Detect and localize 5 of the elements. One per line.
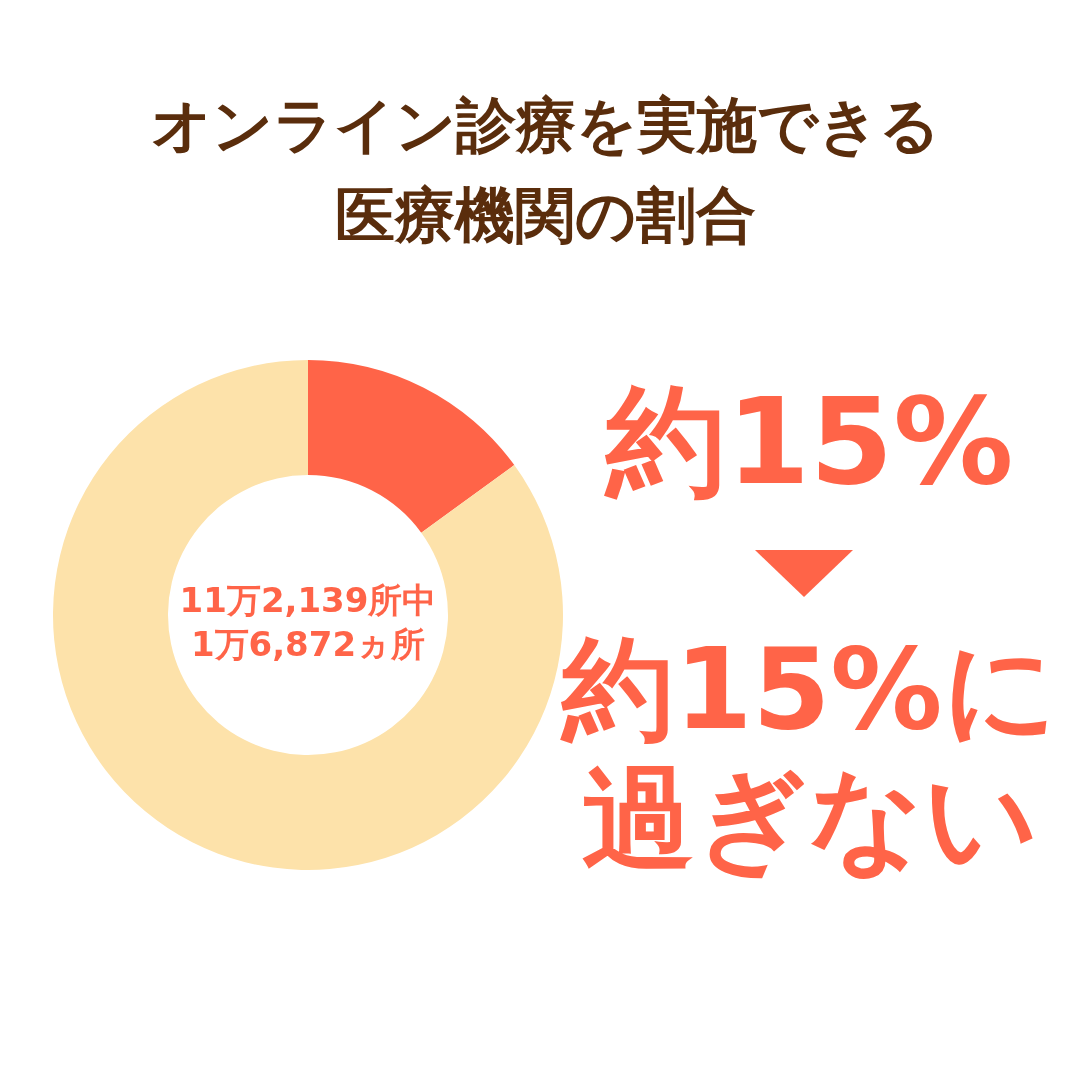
annotation: 約15% bbox=[603, 371, 1015, 513]
annotation: 約15%に過ぎない bbox=[560, 625, 1059, 883]
annotation: 11万2,139所中 bbox=[178, 579, 438, 622]
annotation: 1万6,872ヵ所 bbox=[189, 623, 427, 666]
title: オンライン診療を実施できる医療機関の割合 bbox=[149, 89, 941, 252]
